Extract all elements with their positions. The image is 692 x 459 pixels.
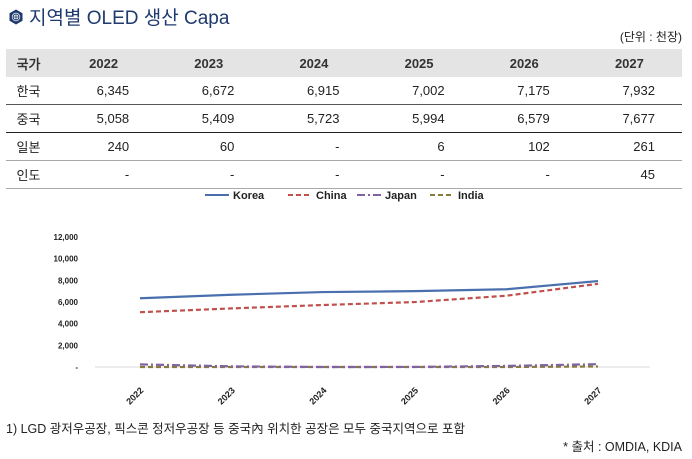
legend-label: China — [316, 190, 347, 202]
y-tick-label: - — [75, 363, 78, 372]
table-cell: 7,677 — [576, 104, 682, 133]
series-line-japan — [139, 363, 599, 369]
legend-label: Korea — [233, 190, 265, 202]
table-cell: 5,409 — [156, 104, 262, 133]
y-tick-label: 10,000 — [54, 255, 79, 264]
x-tick-label: 2026 — [491, 385, 512, 406]
x-tick-label: 2024 — [307, 385, 328, 406]
table-cell: 7,002 — [366, 77, 472, 105]
table-cell: - — [471, 160, 577, 189]
table-cell: 7,175 — [471, 77, 577, 105]
unit-label: (단위 : 천장) — [619, 30, 682, 44]
table-cell: 102 — [471, 132, 577, 161]
column-header: 2027 — [576, 49, 682, 77]
country-cell: 일본 — [6, 132, 52, 161]
table-row: 중국 5,058 5,409 5,723 5,994 6,579 7,677 — [6, 104, 682, 133]
column-header: 2025 — [366, 49, 472, 77]
country-cell: 한국 — [6, 77, 52, 105]
line-chart: - 2,000 4,000 6,000 8,000 10,000 12,000 2022 202… — [54, 190, 650, 407]
y-tick-label: 4,000 — [58, 320, 79, 329]
column-header: 2024 — [261, 49, 367, 77]
table-cell: 6 — [366, 132, 472, 161]
capa-table: 국가 2022 2023 2024 2025 2026 2027 한국 6,345 6,672 6… — [6, 49, 682, 189]
legend-item-india: India — [430, 190, 485, 202]
series-line-china — [139, 282, 599, 314]
table-cell: 6,915 — [261, 77, 367, 105]
legend-item-korea: Korea — [205, 190, 265, 202]
country-cell: 중국 — [6, 104, 52, 133]
table-cell: - — [51, 160, 157, 189]
column-header: 2026 — [471, 49, 577, 77]
table-cell: 6,672 — [156, 77, 262, 105]
table-cell: 5,058 — [51, 104, 157, 133]
table-cell: 60 — [156, 132, 262, 161]
column-header: 국가 — [6, 49, 52, 77]
legend-item-china: China — [288, 190, 347, 202]
table-row: 일본 240 60-6 102 261 — [6, 132, 682, 161]
x-tick-label: 2023 — [216, 385, 237, 406]
table-header-row: 국가 2022 2023 2024 2025 2026 2027 — [6, 49, 682, 77]
table-row: 한국 6,345 6,672 6,915 7,002 7,175 7,932 — [6, 77, 682, 105]
table-cell: 240 — [51, 132, 157, 161]
page-title: 지역별 OLED 생산 Capa — [8, 3, 229, 30]
table-cell: - — [261, 132, 367, 161]
table-row: 인도 - - - - -45 — [6, 160, 682, 189]
table-cell: 6,579 — [471, 104, 577, 133]
table-cell: 6,345 — [51, 77, 157, 105]
table-cell: 261 — [576, 132, 682, 161]
source-note: * 출처 : OMDIA, KDIA — [563, 440, 682, 454]
table-cell: 5,994 — [366, 104, 472, 133]
x-tick-label: 2022 — [124, 385, 145, 406]
globe-hexagon-icon — [9, 9, 23, 24]
table-cell: 7,932 — [576, 77, 682, 105]
footnote: 1) LGD 광저우공장, 픽스콘 정저우공장 등 중국內 위치한 공장은 모두… — [6, 422, 465, 436]
x-tick-label: 2025 — [399, 385, 420, 406]
x-tick-label: 2027 — [582, 385, 603, 406]
table-cell: - — [366, 160, 472, 189]
column-header: 2022 — [51, 49, 157, 77]
country-cell: 인도 — [6, 160, 52, 189]
column-header: 2023 — [156, 49, 262, 77]
series-line-korea — [139, 279, 599, 300]
y-tick-label: 8,000 — [58, 276, 79, 285]
y-tick-label: 12,000 — [54, 233, 79, 242]
title-text: 지역별 OLED 생산 Capa — [29, 8, 230, 29]
y-tick-label: 2,000 — [58, 341, 79, 350]
table-cell: - — [156, 160, 262, 189]
table-cell: - — [261, 160, 367, 189]
table-cell: 5,723 — [261, 104, 367, 133]
legend-item-japan: Japan — [357, 190, 417, 202]
y-tick-label: 6,000 — [58, 298, 79, 307]
table-cell: 45 — [576, 160, 682, 189]
legend-label: Japan — [385, 190, 417, 202]
legend-label: India — [458, 190, 485, 202]
